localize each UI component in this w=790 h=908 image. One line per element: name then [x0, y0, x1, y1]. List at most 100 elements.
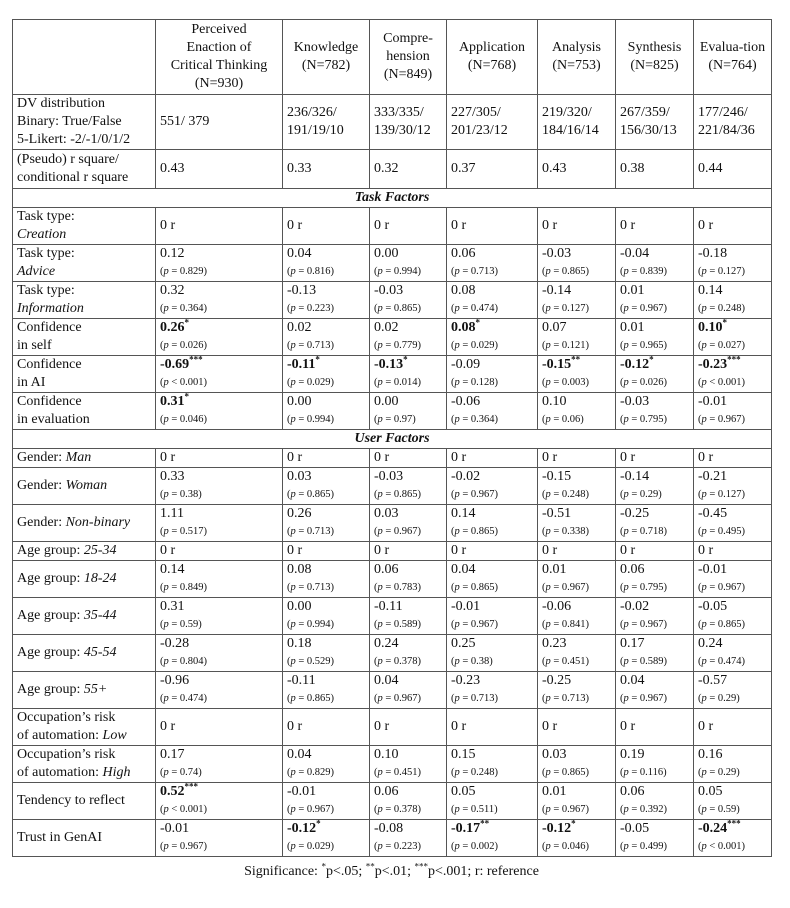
coefficient: -0.03 — [374, 283, 404, 298]
coefficient: -0.96 — [160, 673, 190, 688]
coefficient-value: 0.31* — [160, 392, 278, 411]
coefficient-value: 0.02 — [374, 319, 442, 337]
coefficient-value: 0.26 — [287, 505, 365, 523]
coefficient: 0.01 — [620, 283, 645, 298]
p-value-text: p = 0.026 — [163, 340, 204, 351]
label-text: Task type: — [17, 283, 75, 298]
p-value-text: p = 0.713 — [290, 340, 331, 351]
p-value: (p = 0.713) — [287, 582, 335, 593]
coefficient: -0.01 — [451, 599, 481, 614]
coefficient: 0.08 — [451, 283, 476, 298]
reference-value: 0 r — [542, 450, 558, 465]
p-value: (p = 0.002) — [451, 841, 499, 852]
coefficient-cell: 0 r — [446, 207, 538, 245]
row-label: Gender: Man — [12, 448, 156, 468]
coefficient-cell: -0.05 (p = 0.865) — [693, 597, 772, 635]
p-value: (p = 0.338) — [542, 526, 590, 537]
p-value: (p = 0.027) — [698, 340, 746, 351]
p-value: (p = 0.003) — [542, 377, 590, 388]
coefficient: -0.14 — [620, 469, 650, 484]
coefficient-cell: -0.04 (p = 0.839) — [615, 244, 694, 282]
p-value-text: p = 0.865 — [290, 693, 331, 704]
coefficient: 0.14 — [451, 506, 476, 521]
coefficient: 0.14 — [160, 562, 185, 577]
significance-stars: *** — [727, 354, 741, 365]
p-value-text: p = 0.713 — [290, 582, 331, 593]
coefficient-cell: -0.11 (p = 0.589) — [369, 597, 447, 635]
p-value-text: p = 0.713 — [454, 266, 495, 277]
coefficient-cell: 0 r — [615, 541, 694, 561]
coefficient-cell: 0.26* (p = 0.026) — [155, 318, 283, 356]
p-value-text: p = 0.529 — [290, 656, 331, 667]
p-value-text: p = 0.967 — [454, 619, 495, 630]
coefficient: 0.23 — [542, 636, 567, 651]
label-category: Non-binary — [65, 515, 131, 530]
label-text: Task type: — [17, 209, 75, 224]
coefficient-value: 0.04 — [620, 672, 689, 690]
row-label: Tendency to reflect — [12, 782, 156, 820]
table-caption: Significance: *p<.05; **p<.01; ***p<.001… — [12, 862, 771, 881]
coefficient-cell: 0 r — [446, 541, 538, 561]
p-value: (p = 0.38) — [451, 656, 493, 667]
coefficient: -0.24 — [698, 821, 728, 836]
coefficient: 0.14 — [698, 283, 723, 298]
row-label: Age group: 35-44 — [12, 597, 156, 635]
coefficient: -0.05 — [620, 821, 650, 836]
coefficient: -0.15 — [542, 469, 572, 484]
label-category: Woman — [65, 478, 108, 493]
cell: 0.38 — [615, 149, 694, 189]
coefficient-value: -0.21 — [698, 468, 767, 486]
p-value: (p = 0.589) — [374, 619, 422, 630]
coefficient-value: -0.06 — [542, 598, 611, 616]
table-row: Task type: Creation 0 r 0 r 0 r 0 r 0 r 0 r 0 r — [12, 207, 772, 245]
significance-stars: ** — [571, 354, 581, 365]
coefficient-cell: 0 r — [693, 448, 772, 468]
coefficient-cell: 0 r — [369, 448, 447, 468]
coefficient-cell: 0.04 (p = 0.829) — [282, 745, 370, 783]
coefficient: 0.06 — [620, 784, 645, 799]
coefficient-value: 0.01 — [620, 282, 689, 300]
p-value: (p = 0.967) — [542, 804, 590, 815]
coefficient-value: 0.18 — [287, 635, 365, 653]
p-value-text: p = 0.967 — [377, 693, 418, 704]
coefficient-cell: 0 r — [537, 708, 616, 746]
label-text: Gender: — [17, 515, 66, 530]
p-value: (p = 0.248) — [698, 303, 746, 314]
coefficient-cell: -0.96 (p = 0.474) — [155, 671, 283, 709]
coefficient-value: -0.57 — [698, 672, 767, 690]
coefficient: -0.05 — [698, 599, 728, 614]
p-value: (p = 0.29) — [698, 767, 740, 778]
p-value-text: p = 0.713 — [545, 693, 586, 704]
coefficient: -0.04 — [620, 246, 650, 261]
coefficient-cell: 0 r — [369, 541, 447, 561]
p-value: (p = 0.967) — [374, 526, 422, 537]
coefficient-cell: 0.33 (p = 0.38) — [155, 467, 283, 505]
coefficient-value: 0.14 — [698, 282, 767, 300]
cell: 551/ 379 — [155, 94, 283, 150]
coefficient-cell: 0.04 (p = 0.816) — [282, 244, 370, 282]
coefficient-value: -0.01 — [698, 561, 767, 579]
p-value: (p = 0.994) — [287, 414, 335, 425]
coefficient-cell: -0.23 (p = 0.713) — [446, 671, 538, 709]
p-value: (p = 0.29) — [620, 489, 662, 500]
coefficient-cell: 1.11 (p = 0.517) — [155, 504, 283, 542]
table-row: Task type: Advice 0.12 (p = 0.829) 0.04 (p = … — [12, 244, 772, 282]
reference-value: 0 r — [374, 218, 390, 233]
p-value-text: p = 0.451 — [545, 656, 586, 667]
p-value: (p = 0.127) — [698, 266, 746, 277]
coefficient: 0.31 — [160, 599, 185, 614]
label-text: Age group: — [17, 543, 84, 558]
coefficient-cell: 0 r — [155, 708, 283, 746]
p-value: (p = 0.97) — [374, 414, 416, 425]
coefficient-value: 0.08 — [287, 561, 365, 579]
row-label: Age group: 55+ — [12, 671, 156, 709]
label-category: Information — [17, 301, 84, 316]
header-knowledge: Knowledge (N=782) — [282, 19, 370, 95]
coefficient-value: 0.08* — [451, 318, 533, 337]
label-category: 18-24 — [83, 571, 117, 586]
p-value-text: p = 0.029 — [290, 841, 331, 852]
reference-value: 0 r — [620, 218, 636, 233]
p-value-text: p = 0.994 — [377, 266, 418, 277]
p-value-text: p = 0.865 — [454, 582, 495, 593]
row-label: Occupation’s risk of automation: Low — [12, 708, 156, 746]
